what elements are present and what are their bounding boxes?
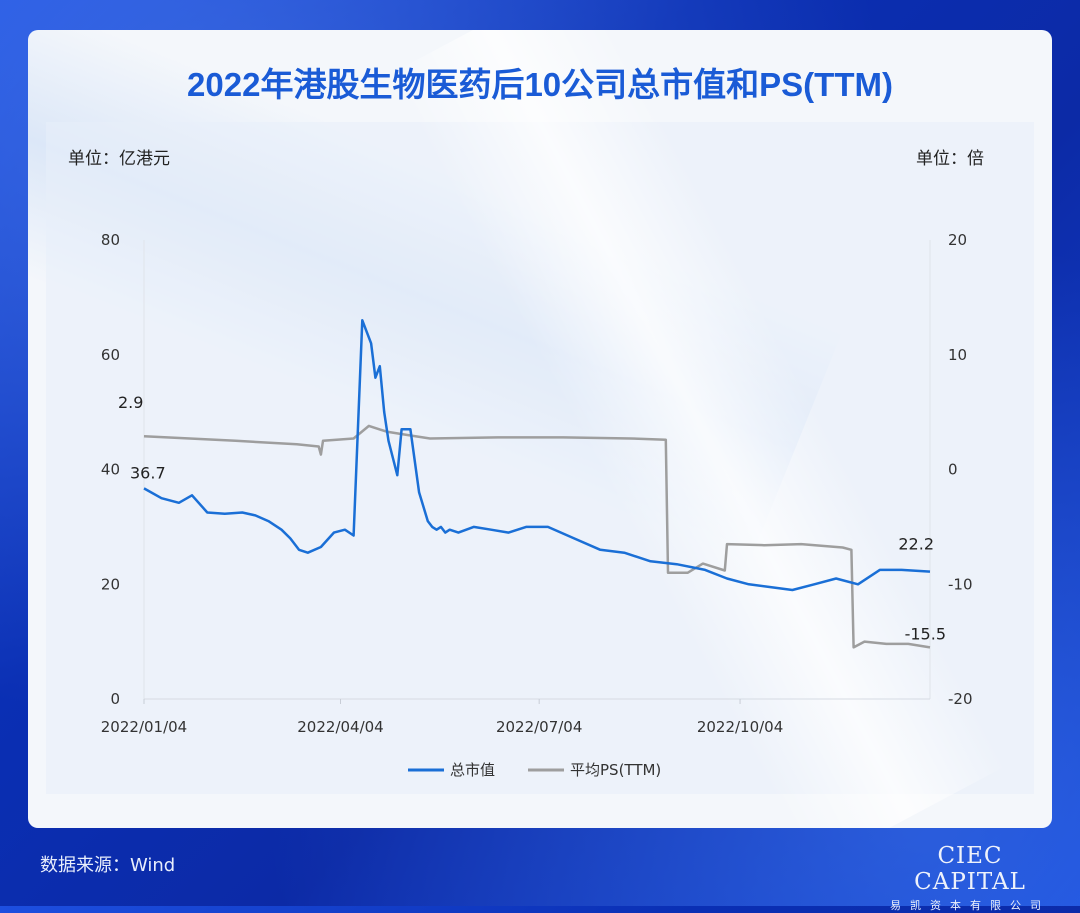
left-tick-label: 40	[101, 461, 120, 479]
left-tick-label: 20	[101, 575, 120, 593]
right-tick-label: 10	[948, 346, 967, 364]
series-line-total-market-cap	[143, 319, 931, 592]
left-tick-label: 80	[101, 231, 120, 249]
data-label: 2.9	[118, 393, 143, 412]
x-tick-label: 2022/10/04	[697, 718, 783, 736]
left-axis-unit: 单位：亿港元	[68, 149, 170, 169]
right-tick-label: 20	[948, 231, 967, 249]
x-tick-label: 2022/01/04	[101, 718, 187, 736]
right-tick-label: -10	[948, 575, 973, 593]
x-tick-label: 2022/04/04	[297, 718, 383, 736]
logo-main-text: CIEC CAPITAL	[914, 843, 1026, 895]
chart-card: 2022年港股生物医药后10公司总市值和PS(TTM) 单位：亿港元 单位：倍	[28, 30, 1052, 828]
x-tick-label: 2022/07/04	[496, 718, 582, 736]
data-label: 36.7	[130, 463, 166, 482]
data-label: -15.5	[905, 624, 946, 643]
data-source: 数据来源：Wind	[40, 855, 176, 876]
legend-label-total-market-cap: 总市值	[450, 761, 495, 779]
right-tick-label: 0	[948, 461, 958, 479]
series-line-ps-ttm	[143, 424, 931, 649]
logo-sub-text: 易凯资本有限公司	[890, 899, 1050, 912]
data-label: 22.2	[898, 535, 934, 554]
right-axis-unit: 单位：倍	[916, 149, 984, 169]
company-logo: CIEC CAPITAL 易凯资本有限公司	[880, 843, 1060, 913]
left-tick-label: 60	[101, 346, 120, 364]
chart-title: 2022年港股生物医药后10公司总市值和PS(TTM)	[187, 66, 893, 103]
right-tick-label: -20	[948, 690, 973, 708]
legend-label-ps-ttm: 平均PS(TTM)	[570, 761, 661, 779]
left-tick-label: 0	[110, 690, 120, 708]
legend: 总市值 平均PS(TTM)	[408, 761, 661, 779]
